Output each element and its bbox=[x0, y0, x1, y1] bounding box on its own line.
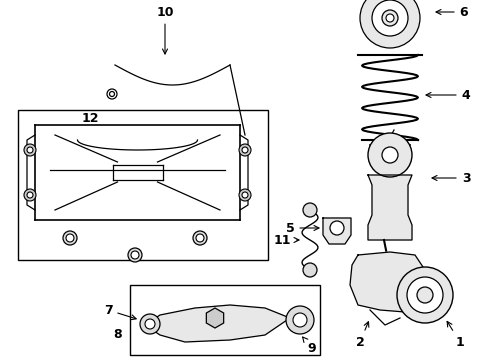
Text: 2: 2 bbox=[356, 322, 369, 348]
Circle shape bbox=[242, 192, 248, 198]
Polygon shape bbox=[145, 305, 290, 342]
Polygon shape bbox=[368, 175, 412, 240]
Text: 10: 10 bbox=[156, 5, 174, 54]
Circle shape bbox=[63, 231, 77, 245]
Circle shape bbox=[239, 144, 251, 156]
Circle shape bbox=[24, 144, 36, 156]
Circle shape bbox=[360, 0, 420, 48]
Polygon shape bbox=[206, 308, 223, 328]
Text: 12: 12 bbox=[81, 112, 99, 125]
Circle shape bbox=[293, 313, 307, 327]
Polygon shape bbox=[323, 218, 351, 244]
Circle shape bbox=[27, 192, 33, 198]
Circle shape bbox=[417, 287, 433, 303]
Text: 3: 3 bbox=[432, 171, 470, 185]
Circle shape bbox=[382, 147, 398, 163]
Circle shape bbox=[140, 314, 160, 334]
Circle shape bbox=[386, 14, 394, 22]
Circle shape bbox=[330, 221, 344, 235]
Circle shape bbox=[372, 0, 408, 36]
Circle shape bbox=[286, 306, 314, 334]
Circle shape bbox=[145, 319, 155, 329]
Text: 4: 4 bbox=[426, 89, 470, 102]
Text: 8: 8 bbox=[114, 328, 122, 342]
Circle shape bbox=[303, 203, 317, 217]
Text: 1: 1 bbox=[447, 321, 465, 348]
Circle shape bbox=[24, 189, 36, 201]
Bar bbox=[130, 285, 320, 355]
Polygon shape bbox=[350, 252, 425, 312]
Circle shape bbox=[368, 133, 412, 177]
Text: 11: 11 bbox=[273, 234, 299, 247]
Text: 9: 9 bbox=[303, 337, 317, 355]
Circle shape bbox=[131, 251, 139, 259]
Circle shape bbox=[193, 231, 207, 245]
Circle shape bbox=[239, 189, 251, 201]
Text: 5: 5 bbox=[286, 221, 319, 234]
Circle shape bbox=[397, 267, 453, 323]
Circle shape bbox=[196, 234, 204, 242]
Circle shape bbox=[382, 10, 398, 26]
Bar bbox=[18, 110, 268, 260]
Circle shape bbox=[407, 277, 443, 313]
Circle shape bbox=[242, 147, 248, 153]
Text: 7: 7 bbox=[103, 303, 136, 320]
Circle shape bbox=[128, 248, 142, 262]
Text: 6: 6 bbox=[436, 5, 468, 18]
Circle shape bbox=[109, 91, 115, 96]
Circle shape bbox=[27, 147, 33, 153]
Circle shape bbox=[66, 234, 74, 242]
Circle shape bbox=[303, 263, 317, 277]
